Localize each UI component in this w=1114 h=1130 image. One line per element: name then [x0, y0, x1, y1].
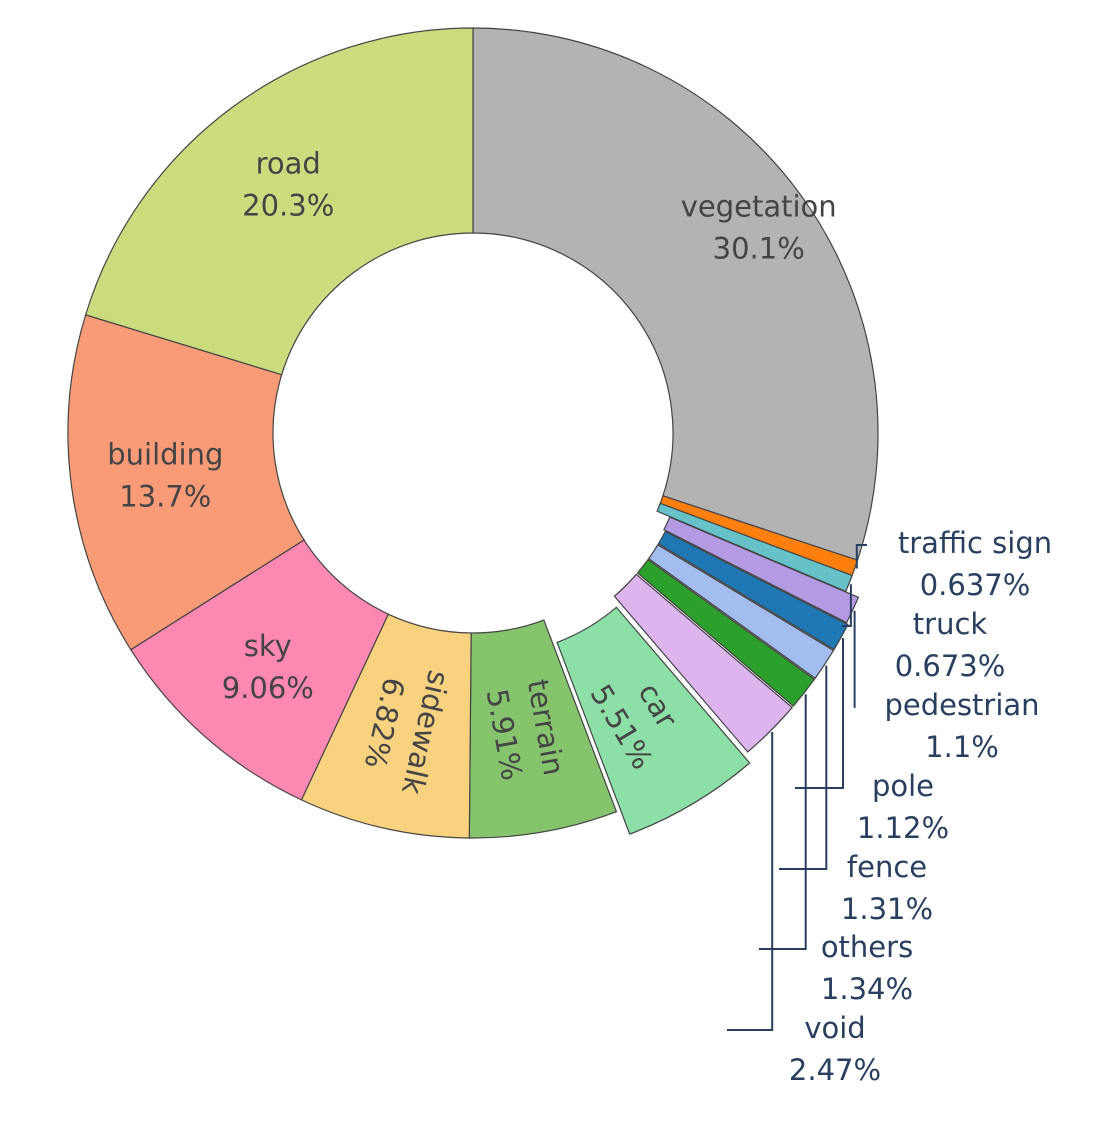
slice-pole[interactable] [657, 530, 849, 651]
slice-label-building: building [107, 438, 223, 472]
slices-group [67, 27, 879, 839]
slice-percent-traffic-sign: 0.637% [920, 568, 1031, 602]
slice-label-pole: pole [872, 769, 934, 803]
leader-line-fence [779, 665, 828, 870]
leader-line-truck [842, 584, 852, 627]
slice-label-road: road [256, 147, 321, 181]
slice-percent-void: 2.47% [789, 1053, 881, 1087]
slice-void[interactable] [613, 573, 793, 753]
leader-line-pedestrian [853, 610, 856, 708]
slice-label-pedestrian: pedestrian [884, 688, 1039, 722]
slice-percent-pedestrian: 1.1% [925, 730, 999, 764]
slice-building[interactable] [67, 314, 305, 651]
slice-percent-sky: 9.06% [222, 671, 314, 705]
slice-text-road: road 20.3% [242, 147, 334, 223]
slice-fence[interactable] [647, 544, 835, 680]
slice-label-fence: fence [847, 850, 927, 884]
slice-label-truck: truck [913, 607, 988, 641]
slice-percent-road: 20.3% [242, 189, 334, 223]
leader-line-void [727, 732, 774, 1031]
leader-line-traffic-sign [855, 544, 867, 569]
slice-road[interactable] [84, 27, 474, 376]
slice-percent-building: 13.7% [119, 480, 211, 514]
slice-percent-vegetation: 30.1% [713, 232, 805, 266]
slice-percent-truck: 0.673% [895, 649, 1006, 683]
slice-car[interactable] [556, 606, 751, 835]
slice-label-sky: sky [244, 629, 292, 663]
slice-label-others: others [821, 930, 913, 964]
slice-percent-pole: 1.12% [857, 811, 949, 845]
slice-text-sky: sky 9.06% [222, 629, 314, 705]
slice-percent-fence: 1.31% [841, 892, 933, 926]
slice-text-building: building 13.7% [107, 438, 223, 514]
slice-label-traffic-sign: traffic sign [898, 526, 1052, 560]
slice-vegetation[interactable] [472, 27, 879, 561]
slice-others[interactable] [636, 558, 816, 707]
slice-truck[interactable] [656, 502, 853, 593]
slice-pedestrian[interactable] [663, 516, 860, 624]
slice-label-vegetation: vegetation [681, 190, 837, 224]
slice-percent-others: 1.34% [821, 972, 913, 1006]
leader-line-pole [795, 638, 844, 789]
leader-line-others [759, 694, 807, 950]
slice-text-vegetation: vegetation 30.1% [681, 190, 837, 266]
slice-label-void: void [804, 1011, 865, 1045]
